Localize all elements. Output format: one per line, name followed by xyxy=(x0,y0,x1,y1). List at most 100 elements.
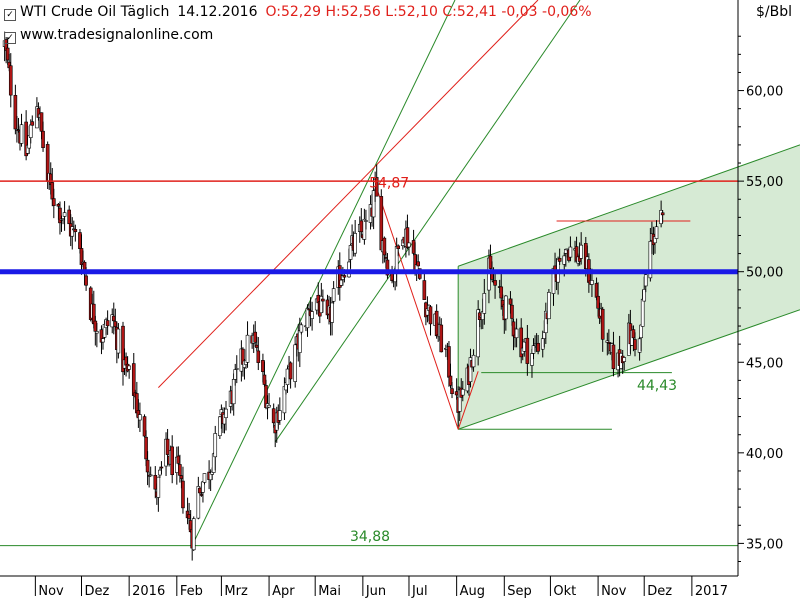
candle-body xyxy=(278,410,282,421)
candle-body xyxy=(73,229,78,232)
candle-body xyxy=(504,295,508,320)
candle-body xyxy=(364,220,368,222)
candle-body xyxy=(144,436,148,460)
candle-body xyxy=(8,65,13,96)
candle-body xyxy=(202,473,207,483)
decline-line xyxy=(374,183,459,430)
candle-body xyxy=(416,261,421,267)
candle-body xyxy=(371,190,376,218)
candle-body xyxy=(568,246,573,258)
candle-body xyxy=(28,124,33,138)
symbol-label: WTI Crude Oil Täglich xyxy=(20,4,170,20)
candle-body xyxy=(514,328,519,339)
candle-body xyxy=(321,298,325,302)
candle-body xyxy=(178,464,182,476)
candle-body xyxy=(196,486,201,519)
candle-body xyxy=(331,288,336,302)
candle-body xyxy=(639,324,643,339)
candle-body xyxy=(101,338,105,343)
x-tick-label: Feb xyxy=(180,584,203,599)
candle-body xyxy=(374,177,379,197)
candle-body xyxy=(271,408,276,424)
candle-body xyxy=(191,518,196,551)
candle-body xyxy=(84,275,88,286)
candle-body xyxy=(633,339,637,350)
candle-body xyxy=(127,365,131,370)
candle-body xyxy=(450,388,454,394)
candle-body xyxy=(428,306,433,325)
candle-body xyxy=(348,245,353,260)
candle-body xyxy=(382,237,387,256)
x-tick-label: Nov xyxy=(601,584,627,599)
candle-body xyxy=(590,280,594,285)
candle-body xyxy=(138,414,142,421)
y-tick-label: 50,00 xyxy=(746,266,783,281)
candle-body xyxy=(330,302,334,323)
y-tick-label: 55,00 xyxy=(746,175,783,190)
candle-body xyxy=(622,357,627,362)
candle-body xyxy=(547,292,551,320)
candle-body xyxy=(58,207,62,224)
x-tick-label: 2016 xyxy=(132,584,165,599)
x-tick-label: Mai xyxy=(318,584,341,599)
candle-body xyxy=(482,293,487,314)
candle-body xyxy=(396,245,401,249)
x-tick-label: Dez xyxy=(84,584,109,599)
candle-body xyxy=(170,446,174,476)
candle-body xyxy=(353,233,357,254)
x-tick-label: Sep xyxy=(507,584,532,599)
x-tick-label: Nov xyxy=(38,584,64,599)
candle-body xyxy=(439,324,444,353)
candle-body xyxy=(148,474,153,477)
candle-body xyxy=(62,212,67,217)
candle-body xyxy=(342,275,347,278)
candle-body xyxy=(648,241,653,279)
candle-body xyxy=(525,337,530,364)
candle-body xyxy=(654,226,659,239)
trend-channel xyxy=(458,144,800,430)
candle-body xyxy=(640,298,645,327)
candle-body xyxy=(267,404,271,408)
candle-body xyxy=(471,354,476,368)
candle-body xyxy=(41,130,45,148)
candle-body xyxy=(213,433,218,458)
x-tick-label: Okt xyxy=(553,584,576,599)
candle-body xyxy=(142,416,147,437)
source-text: www.tradesignalonline.com xyxy=(20,27,214,43)
candle-body xyxy=(262,374,267,385)
candle-body xyxy=(407,242,411,248)
candle-body xyxy=(234,368,239,370)
unit-label: $/Bbl xyxy=(755,4,792,20)
candle-body xyxy=(405,227,410,248)
fan-line-shallow xyxy=(274,0,581,443)
date-label: 14.12.2016 xyxy=(177,4,258,20)
candle-body xyxy=(181,480,185,509)
candle-body xyxy=(385,259,390,276)
candle-body xyxy=(30,121,35,126)
candle-body xyxy=(145,459,150,473)
candle-body xyxy=(156,476,161,498)
y-tick-label: 45,00 xyxy=(746,356,783,371)
x-tick-label: Mrz xyxy=(224,584,248,599)
candle-body xyxy=(305,308,310,329)
candle-body xyxy=(596,295,600,309)
checkbox-icon[interactable]: ✓ xyxy=(4,9,16,21)
source-label: ✓ www.tradesignalonline.com xyxy=(4,27,213,44)
checkbox-icon[interactable]: ✓ xyxy=(4,32,16,44)
x-tick-label: Dez xyxy=(647,584,672,599)
candle-body xyxy=(293,344,298,382)
overlay-front-layer: 54,87 34,88 44,43 xyxy=(0,175,738,545)
annotation-label: 44,43 xyxy=(637,378,677,394)
candle-body xyxy=(13,95,18,130)
x-tick-label: Apr xyxy=(272,584,295,599)
candle-body xyxy=(19,124,24,144)
y-tick-label: 60,00 xyxy=(746,85,783,100)
ohlc-label: O:52,29 H:52,56 L:52,10 C:52,41 -0,03 -0… xyxy=(265,4,592,20)
annotation-label: 34,88 xyxy=(350,529,390,545)
candle-body xyxy=(600,308,605,340)
candle-body xyxy=(476,309,480,358)
candle-body xyxy=(536,342,540,352)
y-tick-label: 35,00 xyxy=(746,537,783,552)
annotation-label: 54,87 xyxy=(369,175,409,191)
